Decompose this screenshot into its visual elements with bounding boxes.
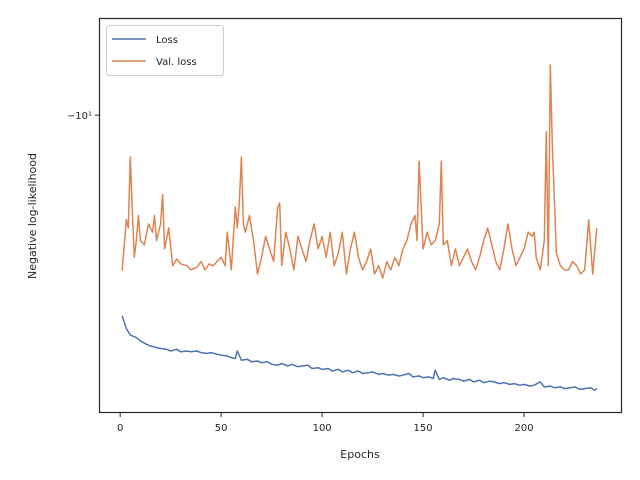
legend: Loss Val. loss — [106, 25, 224, 76]
series-layer — [121, 64, 598, 392]
x-tick-label: 150 — [414, 423, 433, 434]
y-tick-label: −10¹ — [67, 111, 92, 122]
legend-label-1: Loss — [156, 35, 178, 46]
series-line-1 — [121, 315, 598, 392]
x-tick-label: 100 — [313, 423, 332, 434]
x-tick-label: 50 — [215, 423, 228, 434]
x-axis-label: Epochs — [340, 448, 380, 461]
legend-label-2: Val. loss — [156, 57, 197, 68]
plot-frame — [98, 17, 623, 414]
legend-box — [106, 25, 224, 76]
series-line-2 — [121, 64, 598, 279]
x-tick-label: 200 — [515, 423, 534, 434]
y-axis-label: Negative log-likelihood — [26, 153, 39, 279]
y-axis-ticks: −10¹ — [67, 111, 100, 122]
x-tick-label: 0 — [117, 423, 123, 434]
x-axis-ticks: 0 50 100 150 200 — [117, 412, 534, 434]
